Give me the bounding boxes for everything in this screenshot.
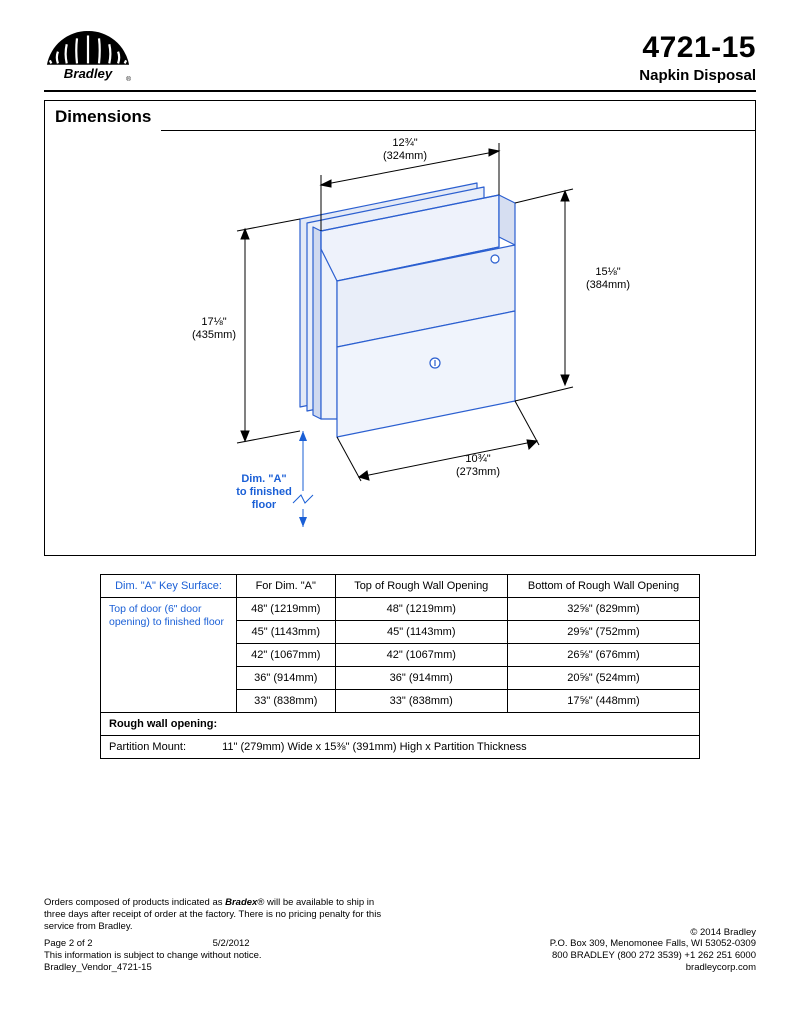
revision-date: 5/2/2012 — [213, 938, 250, 950]
product-code: 4721-15 — [639, 31, 756, 65]
bradley-logo-icon: Bradley ® — [44, 28, 132, 84]
page-footer: Orders composed of products indicated as… — [44, 897, 756, 974]
copyright: © 2014 Bradley — [550, 927, 756, 939]
dimensions-title: Dimensions — [45, 101, 161, 131]
document-name: Bradley_Vendor_4721-15 — [44, 962, 384, 974]
dim-height-right: 15⅛" (384mm) — [573, 266, 643, 292]
address: P.O. Box 309, Menomonee Falls, WI 53052-… — [550, 938, 756, 950]
svg-text:Bradley: Bradley — [64, 66, 113, 81]
partition-mount-row: Partition Mount: 11" (279mm) Wide x 15⅜"… — [101, 736, 700, 759]
orders-note: Orders composed of products indicated as… — [44, 897, 384, 933]
col-bottom-rough: Bottom of Rough Wall Opening — [507, 575, 699, 598]
table-header-row: Dim. "A" Key Surface: For Dim. "A" Top o… — [101, 575, 700, 598]
partition-label: Partition Mount: — [109, 741, 219, 753]
rough-opening-row: Rough wall opening: — [101, 713, 700, 736]
dim-width-top: 12¾" (324mm) — [365, 137, 445, 163]
col-top-rough: Top of Rough Wall Opening — [335, 575, 507, 598]
dimensions-panel: Dimensions — [44, 100, 756, 556]
svg-text:®: ® — [126, 75, 131, 83]
phones: 800 BRADLEY (800 272 3539) +1 262 251 60… — [550, 950, 756, 962]
key-surface-desc: Top of door (6" door opening) to finishe… — [101, 598, 237, 713]
website: bradleycorp.com — [550, 962, 756, 974]
dim-depth-bottom: 10¾" (273mm) — [443, 453, 513, 479]
product-drawing-icon — [45, 131, 755, 557]
partition-value: 11" (279mm) Wide x 15⅜" (391mm) High x P… — [222, 741, 527, 753]
header: Bradley ® 4721-15 Napkin Disposal — [44, 28, 756, 84]
col-a-key-surface: Dim. "A" Key Surface: — [101, 575, 237, 598]
page-number: Page 2 of 2 — [44, 938, 93, 950]
dimension-table: Dim. "A" Key Surface: For Dim. "A" Top o… — [44, 574, 756, 759]
product-name: Napkin Disposal — [639, 67, 756, 84]
col-for-dim-a: For Dim. "A" — [237, 575, 336, 598]
brand-logo: Bradley ® — [44, 28, 132, 84]
dim-a-floor-note: Dim. "A" to finished floor — [223, 473, 305, 513]
dim-height-left: 17⅛" (435mm) — [179, 316, 249, 342]
dimension-diagram: 12¾" (324mm) 15⅛" (384mm) 17⅛" (435mm) 1… — [45, 131, 755, 557]
table-row: Top of door (6" door opening) to finishe… — [101, 598, 700, 621]
change-notice: This information is subject to change wi… — [44, 950, 384, 962]
header-rule — [44, 90, 756, 92]
